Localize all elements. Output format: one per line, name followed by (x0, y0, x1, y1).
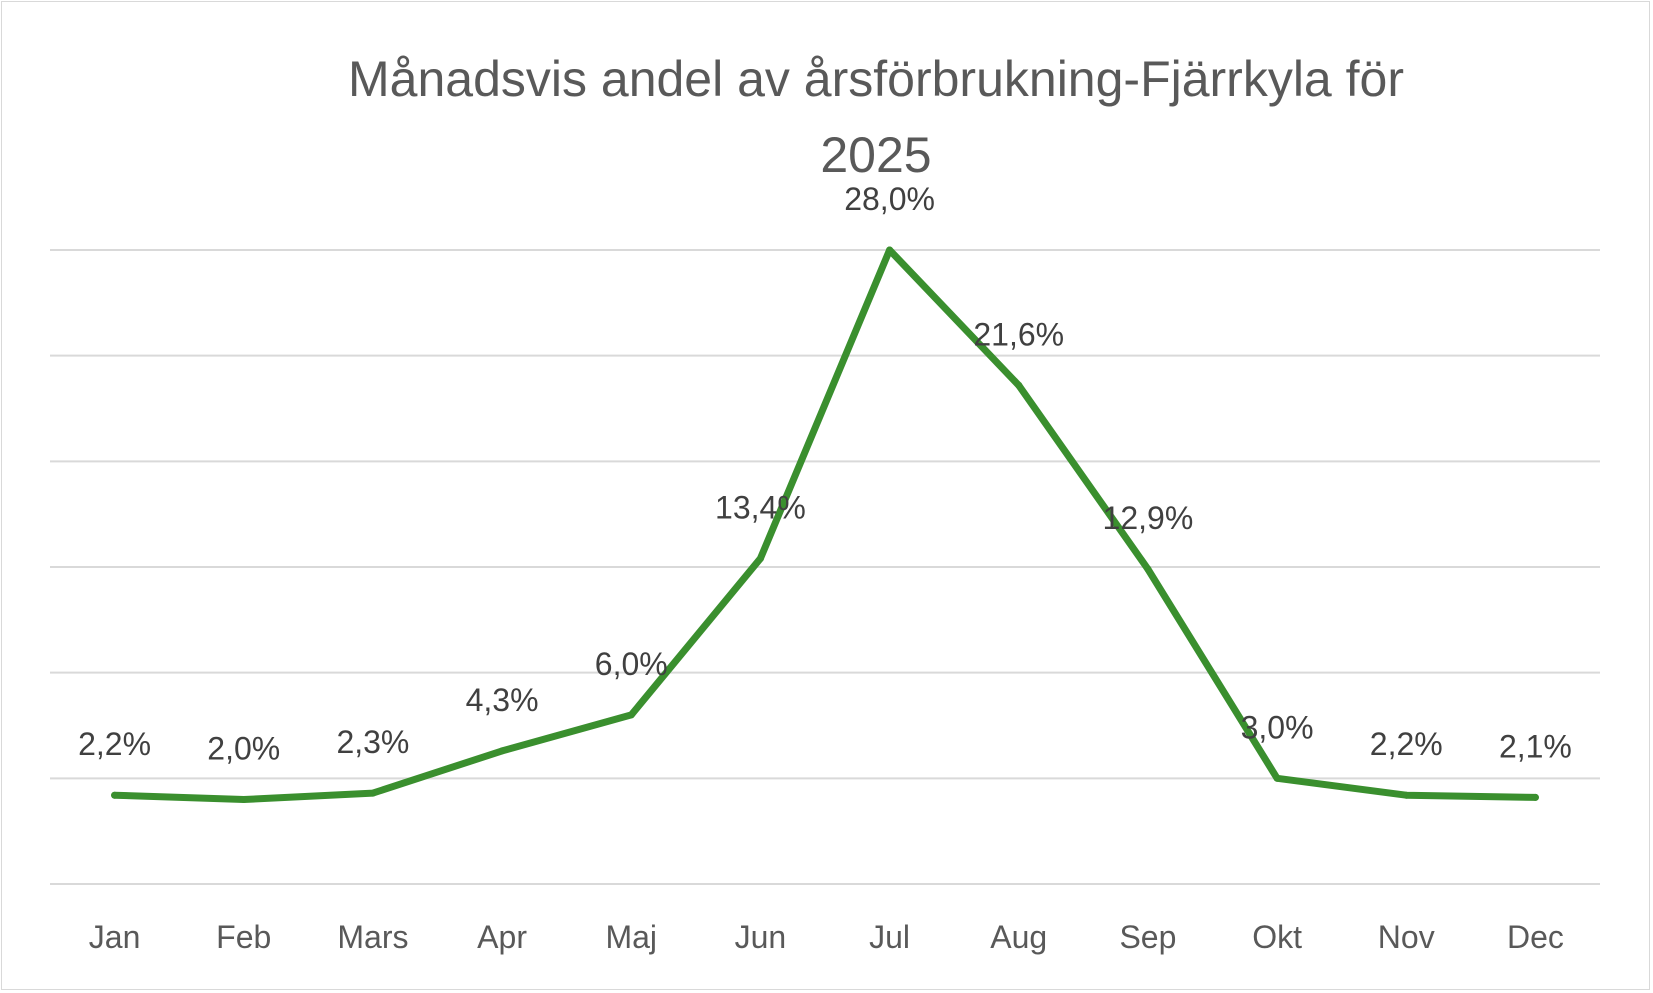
data-label-jan: 2,2% (78, 726, 151, 762)
x-axis-tick-labels: Jan Feb Mars Apr Maj Jun Jul Aug Sep Okt Nov Dec (89, 919, 1564, 955)
chart-title-line-2: 2025 (820, 127, 931, 183)
x-tick-label-aug: Aug (990, 919, 1047, 955)
data-label-jun: 13,4% (715, 490, 806, 526)
x-tick-label-jan: Jan (89, 919, 141, 955)
data-label-mars: 2,3% (336, 724, 409, 760)
x-tick-label-jun: Jun (735, 919, 787, 955)
data-point-mars (369, 789, 377, 797)
data-label-sep: 12,9% (1103, 500, 1194, 536)
x-tick-label-apr: Apr (477, 919, 527, 955)
data-point-sep (1144, 565, 1152, 573)
data-point-maj (627, 711, 635, 719)
data-point-jan (111, 791, 119, 799)
x-tick-label-nov: Nov (1378, 919, 1435, 955)
data-label-nov: 2,2% (1370, 726, 1443, 762)
data-label-feb: 2,0% (207, 730, 280, 766)
data-point-okt (1273, 774, 1281, 782)
x-tick-label-okt: Okt (1252, 919, 1302, 955)
x-tick-label-feb: Feb (216, 919, 271, 955)
data-point-apr (498, 747, 506, 755)
data-labels: 2,2% 2,0% 2,3% 4,3% 6,0% 13,4% 28,0% 21,6% 12,9%… (78, 181, 1572, 766)
data-point-jun (756, 555, 764, 563)
data-label-jul: 28,0% (844, 181, 935, 217)
x-tick-label-dec: Dec (1507, 919, 1564, 955)
data-point-jul (886, 246, 894, 254)
x-tick-label-sep: Sep (1119, 919, 1176, 955)
series-line-layer (111, 246, 1539, 803)
data-label-aug: 21,6% (973, 316, 1064, 352)
data-point-feb (240, 795, 248, 803)
data-point-aug (1015, 381, 1023, 389)
gridlines (50, 249, 1600, 885)
chart-title-line-1: Månadsvis andel av årsförbrukning-Fjärrk… (348, 51, 1404, 107)
series-line (111, 246, 1539, 803)
data-label-apr: 4,3% (466, 682, 539, 718)
x-tick-label-jul: Jul (869, 919, 910, 955)
data-point-dec (1531, 793, 1539, 801)
data-point-nov (1402, 791, 1410, 799)
data-label-okt: 3,0% (1241, 709, 1314, 745)
data-label-dec: 2,1% (1499, 728, 1572, 764)
data-label-maj: 6,0% (595, 646, 668, 682)
x-tick-label-maj: Maj (605, 919, 657, 955)
x-tick-label-mars: Mars (337, 919, 408, 955)
